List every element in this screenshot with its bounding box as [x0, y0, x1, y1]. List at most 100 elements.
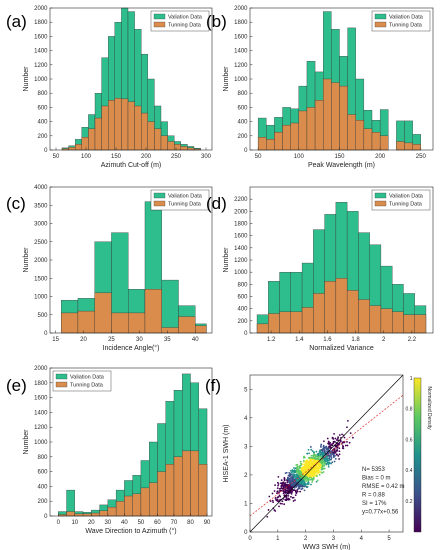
scatter-point	[304, 465, 307, 468]
tuning-bar	[404, 142, 413, 151]
scatter-point	[288, 481, 291, 484]
scatter-points	[266, 419, 354, 518]
tuning-bar	[187, 147, 195, 151]
scatter-point	[283, 478, 286, 481]
y-tick-label: 0	[244, 331, 248, 337]
scatter-point	[311, 473, 314, 476]
scatter-point	[320, 443, 323, 446]
scatter-point	[291, 478, 294, 481]
y-axis-title: Number	[223, 66, 230, 92]
tuning-bar	[282, 124, 291, 151]
scatter-point	[302, 467, 305, 470]
colorbar-bar	[413, 377, 422, 533]
y-tick-label: 1200	[234, 258, 248, 264]
tuning-bar	[414, 314, 427, 334]
tuning-bar	[77, 310, 95, 334]
scatter-point	[310, 458, 313, 461]
scatter-point	[303, 471, 306, 473]
y-tick-label: 1000	[234, 77, 248, 83]
tuning-bar	[346, 290, 359, 334]
scatter-point	[284, 498, 287, 501]
legend-swatch	[153, 13, 166, 20]
legend: Valiation Data Tunning Data	[371, 189, 431, 211]
scatter-point	[290, 476, 293, 479]
scatter-point	[274, 497, 277, 500]
panel-label: (a)	[6, 12, 27, 31]
scatter-point	[278, 490, 281, 492]
x-tick-label: 4	[360, 536, 364, 542]
scatter-point	[271, 492, 274, 495]
scatter-point	[300, 462, 302, 465]
scatter-point	[281, 502, 283, 505]
legend-swatch	[153, 200, 166, 207]
scatter-point	[310, 456, 313, 459]
scatter-point	[330, 444, 332, 446]
tuning-bar	[140, 487, 150, 517]
x-tick-label: 100	[81, 154, 92, 160]
scatter-point	[327, 465, 330, 468]
panel-d: 1.2 1.4 1.6 1.8 2 2.2 0 200 400 600 800 1000 1200 140…	[206, 186, 434, 352]
y-axis-title: HISEA-1 SWH (m)	[223, 425, 230, 483]
scatter-point	[314, 460, 317, 463]
scatter-point	[315, 450, 318, 453]
x-tick-label: 2.2	[408, 337, 417, 343]
y-tick-label: 1200	[234, 63, 248, 69]
x-tick-label: 20	[88, 520, 95, 526]
scatter-point	[271, 499, 274, 502]
scatter-point	[321, 461, 324, 464]
y-tick-label: 1200	[34, 425, 48, 431]
scatter-point	[278, 487, 281, 490]
scatter-point	[321, 468, 324, 471]
y-tick-label: 3	[244, 444, 248, 450]
tuning-bar	[355, 120, 365, 151]
stat-line: SI = 17%	[362, 501, 387, 507]
scatter-point	[299, 477, 302, 480]
scatter-point	[312, 478, 315, 480]
scatter-point	[299, 470, 302, 473]
scatter-point	[332, 440, 335, 443]
scatter-point	[268, 495, 271, 498]
tuning-bar	[121, 98, 129, 151]
scatter-point	[310, 464, 313, 467]
tuning-bar	[167, 141, 175, 151]
scatter-point	[316, 469, 319, 471]
tuning-bar	[266, 139, 275, 151]
scatter-point	[308, 473, 311, 476]
scatter-point	[287, 497, 290, 500]
scatter-point	[294, 499, 296, 502]
legend-entry: Tunning Data	[168, 202, 202, 208]
tuning-bar	[347, 114, 356, 151]
y-axis-title: Number	[223, 247, 230, 273]
tuning-bar	[301, 307, 314, 334]
scatter-point	[306, 459, 309, 462]
scatter-point	[327, 463, 330, 466]
scatter-point	[298, 487, 301, 490]
scatter-point	[306, 465, 309, 468]
scatter-point	[336, 437, 339, 440]
scatter-point	[285, 498, 288, 501]
scatter-point	[334, 458, 337, 460]
y-tick-label: 2000	[34, 366, 48, 372]
one-to-one-line	[249, 374, 404, 533]
scatter-point	[336, 449, 339, 452]
tuning-bar	[74, 513, 84, 517]
scatter-point	[311, 481, 314, 483]
x-tick-label: 80	[187, 520, 194, 526]
y-tick-label: 1400	[34, 49, 48, 55]
scatter-point	[343, 436, 346, 439]
scatter-point	[320, 460, 323, 463]
scatter-point	[318, 452, 320, 455]
scatter-point	[307, 483, 310, 485]
scatter-point	[290, 473, 292, 476]
y-tick-label: 2000	[234, 209, 248, 215]
scatter-point	[308, 465, 311, 468]
legend: Valiation Data Tunning Data	[150, 189, 210, 211]
y-tick-label: 1000	[34, 295, 48, 301]
scatter-point	[272, 501, 275, 504]
y-tick-label: 800	[37, 91, 48, 97]
scatter-point	[330, 457, 333, 459]
scatter-point	[327, 459, 330, 462]
tuning-bar	[94, 292, 112, 334]
scatter-point	[293, 475, 296, 478]
